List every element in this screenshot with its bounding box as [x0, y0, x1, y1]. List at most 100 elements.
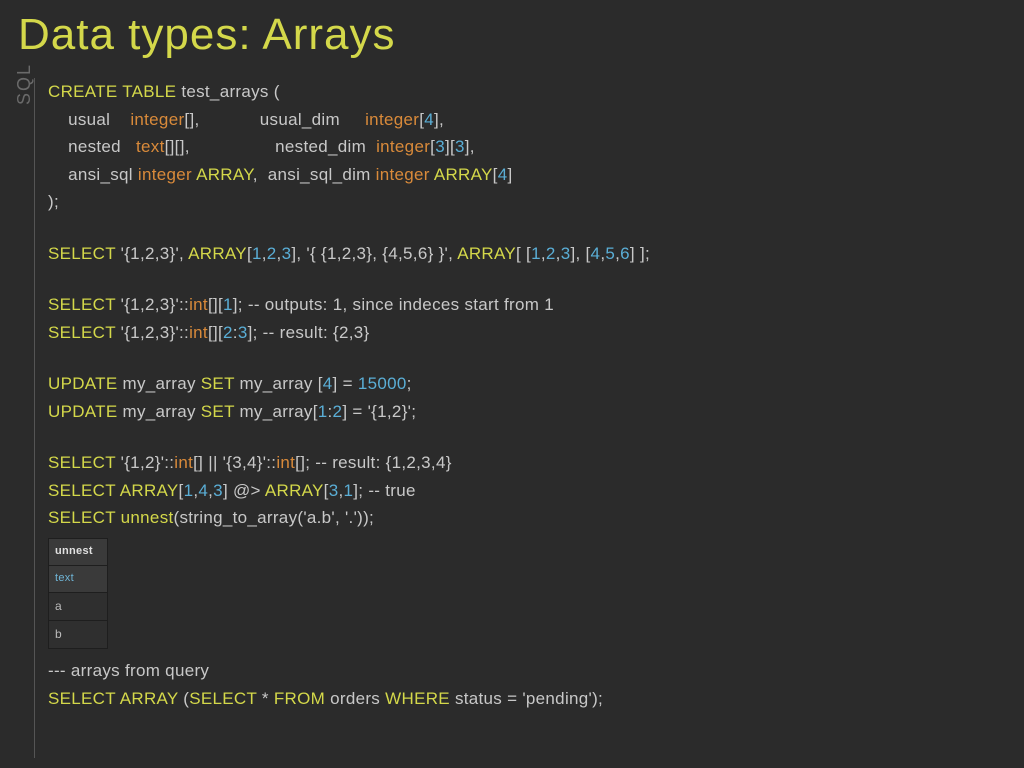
text: ];: [353, 481, 368, 500]
text: }';: [402, 402, 417, 421]
code-line: usual integer[], usual_dim integer[4],: [48, 106, 1004, 134]
table-header-type: text: [49, 565, 108, 592]
num: 2: [333, 402, 343, 421]
bracket: ]: [507, 165, 512, 184]
language-label: SQL: [14, 63, 35, 105]
text: [] || '{3,4}'::: [193, 453, 276, 472]
code-line: UPDATE my_array SET my_array [4] = 15000…: [48, 370, 1004, 398]
type: int: [189, 295, 208, 314]
type: integer: [376, 137, 430, 156]
table-cell: a: [49, 592, 108, 620]
code-line: nested text[][], nested_dim integer[3][3…: [48, 133, 1004, 161]
num: 4: [424, 110, 434, 129]
keyword: ARRAY: [434, 165, 493, 184]
num: 1: [252, 244, 262, 263]
result-table: unnest text a b: [48, 538, 108, 650]
text: *: [257, 689, 274, 708]
text: my_array: [118, 402, 201, 421]
col: ansi_sql: [68, 165, 133, 184]
type: integer: [365, 110, 419, 129]
comment: -- result: {2,3}: [263, 323, 370, 342]
keyword: SELECT: [48, 689, 116, 708]
keyword: UPDATE: [48, 402, 118, 421]
keyword: SELECT: [48, 481, 116, 500]
num: 1: [344, 481, 354, 500]
num: 2: [267, 244, 277, 263]
code-line: SELECT '{1,2,3}', ARRAY[1,2,3], '{ {1,2,…: [48, 240, 1004, 268]
keyword: WHERE: [385, 689, 450, 708]
num: 15000: [358, 374, 407, 393]
num: 4: [591, 244, 601, 263]
num: 3: [238, 323, 248, 342]
comment: -- result: {1,2,3,4}: [315, 453, 451, 472]
keyword: SET: [201, 402, 235, 421]
bracket: ],: [465, 137, 475, 156]
text: '{1,2,3}'::: [116, 323, 189, 342]
keyword: ARRAY: [120, 689, 179, 708]
bracket: ];: [233, 295, 248, 314]
type: int: [189, 323, 208, 342]
text: my_array: [118, 374, 201, 393]
col: usual_dim: [260, 110, 340, 129]
num: 4: [198, 481, 208, 500]
code-line: SELECT ARRAY[1,4,3] @> ARRAY[3,1]; -- tr…: [48, 477, 1004, 505]
num: 4: [323, 374, 333, 393]
text: orders: [325, 689, 385, 708]
table-cell: b: [49, 620, 108, 648]
keyword: ARRAY: [457, 244, 516, 263]
col: usual: [68, 110, 110, 129]
num: 1: [318, 402, 328, 421]
text: status = 'pending');: [450, 689, 603, 708]
type: int: [174, 453, 193, 472]
keyword: SELECT: [48, 295, 116, 314]
comment: -- outputs: 1, since indeces start from …: [248, 295, 554, 314]
text: ] @>: [223, 481, 265, 500]
text: (: [178, 689, 189, 708]
text: ] =: [333, 374, 358, 393]
code-line: SELECT '{1,2,3}'::int[][1]; -- outputs: …: [48, 291, 1004, 319]
bracket: []: [184, 110, 194, 129]
comment: -- true: [368, 481, 415, 500]
text: '{ {1,2,3}, {4,5,6} }',: [306, 244, 457, 263]
code-line: UPDATE my_array SET my_array[1:2] = '{1,…: [48, 398, 1004, 426]
code-line: CREATE TABLE test_arrays (: [48, 78, 1004, 106]
col: nested: [68, 137, 121, 156]
code-line: ansi_sql integer ARRAY, ansi_sql_dim int…: [48, 161, 1004, 189]
num: 5: [605, 244, 615, 263]
text: (string_to_array('a.b', '.'));: [174, 508, 375, 527]
text: test_arrays (: [176, 82, 279, 101]
vertical-divider: [34, 78, 35, 758]
bracket: [ [: [516, 244, 531, 263]
function: unnest: [121, 508, 174, 527]
keyword: ARRAY: [265, 481, 324, 500]
code-line: SELECT ARRAY (SELECT * FROM orders WHERE…: [48, 685, 1004, 713]
bracket: ][: [445, 137, 455, 156]
num: 3: [455, 137, 465, 156]
code-block: CREATE TABLE test_arrays ( usual integer…: [48, 78, 1004, 712]
num: 1: [223, 295, 233, 314]
type: integer: [130, 110, 184, 129]
code-line: );: [48, 188, 1004, 216]
num: 6: [620, 244, 630, 263]
keyword: SELECT: [48, 323, 116, 342]
type: int: [276, 453, 295, 472]
num: 2: [223, 323, 233, 342]
text: '{1,2,3}',: [116, 244, 189, 263]
keyword: CREATE TABLE: [48, 82, 176, 101]
keyword: SELECT: [48, 244, 116, 263]
bracket: ],: [291, 244, 306, 263]
num: 3: [329, 481, 339, 500]
keyword: SELECT: [189, 689, 257, 708]
bracket: ];: [248, 323, 263, 342]
keyword: ARRAY: [120, 481, 179, 500]
text: my_array [: [234, 374, 322, 393]
keyword: SELECT: [48, 508, 116, 527]
num: 3: [282, 244, 292, 263]
bracket: ] ];: [630, 244, 650, 263]
text: my_array[: [234, 402, 317, 421]
num: 1: [184, 481, 194, 500]
text: ;: [407, 374, 412, 393]
num: 1: [531, 244, 541, 263]
keyword: ARRAY: [196, 165, 253, 184]
keyword: ARRAY: [188, 244, 247, 263]
